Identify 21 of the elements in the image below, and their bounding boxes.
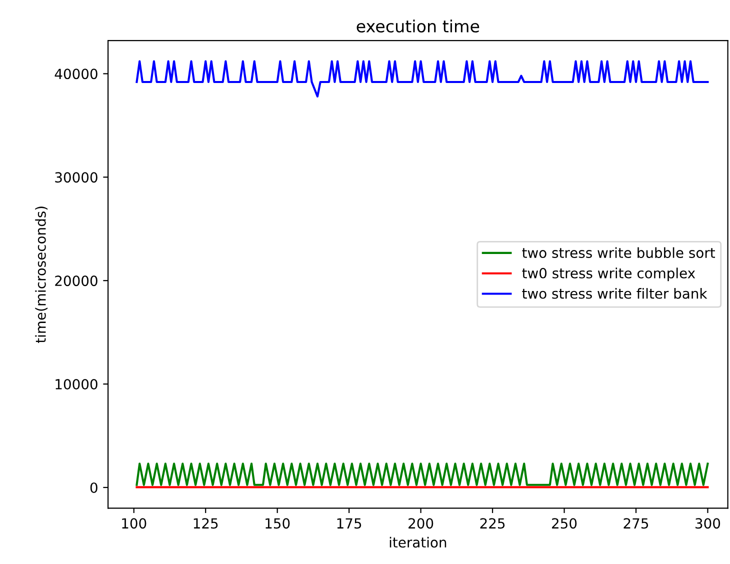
x-tick-label: 250: [552, 518, 577, 529]
x-tick-label: 100: [122, 518, 146, 529]
y-tick-label: 0: [90, 482, 98, 493]
x-tick-label: 200: [408, 518, 434, 529]
y-axis-title: time(microseconds): [35, 206, 48, 343]
x-tick-label: 150: [266, 518, 290, 529]
y-tick-label: 30000: [55, 172, 98, 183]
legend-label: two stress write filter bank: [522, 288, 708, 299]
y-tick-label: 10000: [56, 379, 98, 390]
x-axis-title: iteration: [390, 536, 446, 548]
x-tick-label: 300: [696, 518, 720, 529]
line-series: [136, 60, 709, 98]
y-tick-label: 20000: [55, 276, 98, 286]
chart-title: execution time: [356, 20, 480, 33]
x-tick-label: 175: [337, 518, 362, 529]
x-tick-label: 275: [624, 518, 648, 529]
x-tick-label: 125: [194, 518, 218, 529]
x-tick-label: 225: [480, 518, 505, 529]
legend-label: tw0 stress write complex: [522, 268, 696, 282]
y-tick-label: 40000: [54, 68, 98, 80]
legend-label: two stress write bubble sort: [522, 247, 715, 258]
